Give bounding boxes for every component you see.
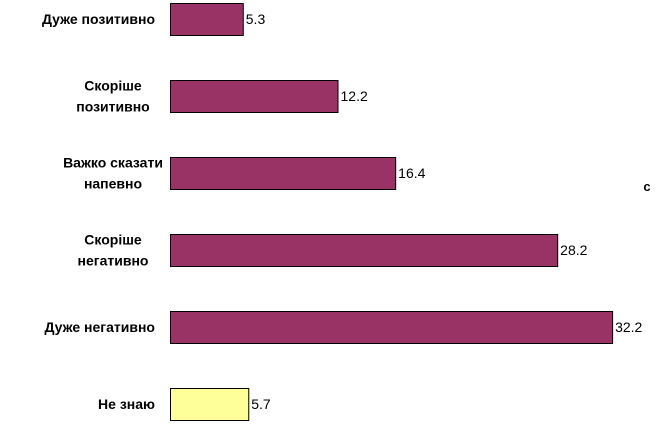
value-label-6: 5.7 xyxy=(251,396,271,412)
category-label-2-line-1: Скоріше xyxy=(84,78,142,94)
bar-3 xyxy=(170,157,397,190)
bars-layer xyxy=(170,3,614,421)
bar-4 xyxy=(170,234,559,267)
bar-2 xyxy=(170,80,339,113)
category-label-4-line-1: Скоріше xyxy=(84,232,142,248)
value-label-1: 5.3 xyxy=(246,11,266,27)
category-label-5-line-1: Дуже негативно xyxy=(45,319,155,335)
value-label-5: 32.2 xyxy=(615,319,642,335)
bar-5 xyxy=(170,311,614,344)
value-label-2: 12.2 xyxy=(341,88,368,104)
category-label-2-line-2: позитивно xyxy=(76,99,149,115)
value-label-4: 28.2 xyxy=(560,242,587,258)
stray-character: c xyxy=(643,179,650,194)
bar-1 xyxy=(170,3,244,36)
bar-6 xyxy=(170,388,250,421)
labels-layer: 5.3 Дуже позитивно 12.2 Скоріше позитивно 16.… xyxy=(42,11,643,412)
category-label-6-line-1: Не знаю xyxy=(98,396,155,412)
category-label-3-line-2: напевно xyxy=(84,176,142,192)
category-label-3-line-1: Важко сказати xyxy=(63,155,163,171)
value-label-3: 16.4 xyxy=(398,165,425,181)
category-label-4-line-2: негативно xyxy=(78,253,149,269)
category-label-1-line-1: Дуже позитивно xyxy=(42,11,155,27)
